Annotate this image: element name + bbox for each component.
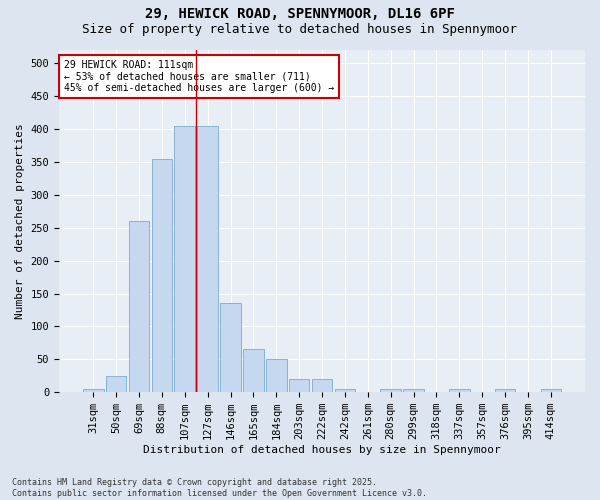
Bar <box>220 304 241 392</box>
Text: Contains HM Land Registry data © Crown copyright and database right 2025.
Contai: Contains HM Land Registry data © Crown c… <box>12 478 427 498</box>
Bar <box>243 350 263 392</box>
Text: 29 HEWICK ROAD: 111sqm
← 53% of detached houses are smaller (711)
45% of semi-de: 29 HEWICK ROAD: 111sqm ← 53% of detached… <box>64 60 335 94</box>
Bar <box>312 379 332 392</box>
Bar <box>83 389 104 392</box>
Text: 29, HEWICK ROAD, SPENNYMOOR, DL16 6PF: 29, HEWICK ROAD, SPENNYMOOR, DL16 6PF <box>145 8 455 22</box>
Bar <box>266 360 287 392</box>
Bar <box>541 389 561 392</box>
Bar <box>495 389 515 392</box>
Bar <box>175 126 195 392</box>
Bar <box>380 389 401 392</box>
Y-axis label: Number of detached properties: Number of detached properties <box>15 123 25 319</box>
Bar <box>289 379 310 392</box>
Bar <box>106 376 127 392</box>
Bar <box>152 158 172 392</box>
X-axis label: Distribution of detached houses by size in Spennymoor: Distribution of detached houses by size … <box>143 445 501 455</box>
Bar <box>128 221 149 392</box>
Bar <box>449 389 470 392</box>
Bar <box>335 389 355 392</box>
Bar <box>403 389 424 392</box>
Bar <box>197 126 218 392</box>
Text: Size of property relative to detached houses in Spennymoor: Size of property relative to detached ho… <box>83 22 517 36</box>
